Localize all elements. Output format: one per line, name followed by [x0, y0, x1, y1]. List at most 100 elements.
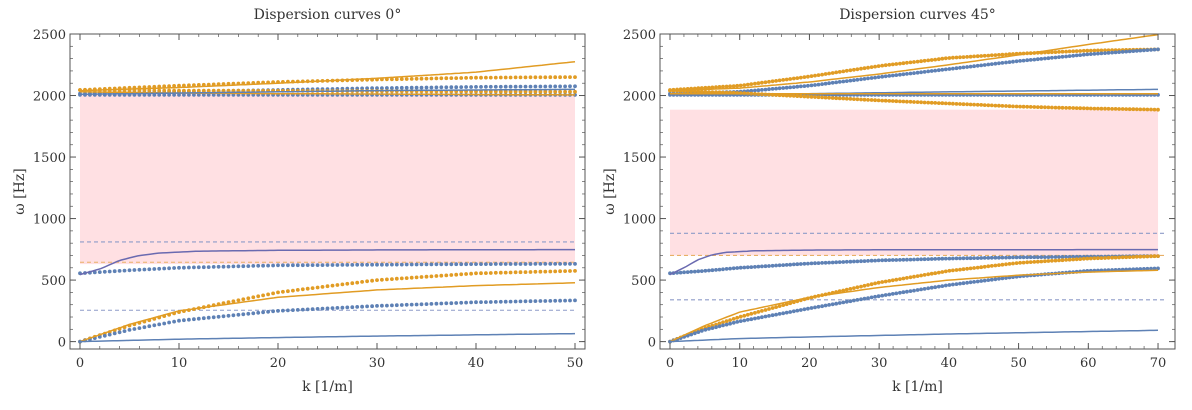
- data-point: [167, 88, 172, 93]
- data-point: [968, 102, 973, 107]
- data-point: [993, 277, 998, 282]
- data-point: [1096, 106, 1100, 111]
- data-point: [236, 264, 241, 269]
- data-point: [424, 262, 429, 267]
- data-point: [112, 331, 117, 336]
- data-point: [852, 286, 856, 290]
- data-point: [1124, 49, 1129, 54]
- data-point: [795, 94, 800, 98]
- data-point: [548, 84, 553, 89]
- data-point: [419, 275, 424, 279]
- data-point: [533, 262, 538, 266]
- data-point: [961, 267, 966, 272]
- data-point: [1156, 107, 1160, 112]
- data-point: [855, 285, 860, 290]
- chart-panel-45deg: 0 10 20 30 40 50 60 70 0 500 1000 1500 2000 2500 Dispe…: [602, 7, 1176, 395]
- data-point: [429, 85, 434, 90]
- data-point: [760, 309, 764, 313]
- data-point: [883, 293, 888, 297]
- data-point: [958, 55, 962, 60]
- data-point: [905, 257, 909, 262]
- data-point: [1096, 48, 1100, 53]
- data-point: [1134, 254, 1139, 259]
- data-point: [503, 89, 508, 94]
- data-point: [1117, 255, 1121, 260]
- data-point: [394, 262, 399, 267]
- data-point: [508, 299, 513, 304]
- data-point: [454, 85, 459, 90]
- data-point: [855, 97, 860, 102]
- data-point: [399, 262, 404, 267]
- data-point: [816, 95, 821, 100]
- data-point: [528, 84, 533, 89]
- data-point: [157, 322, 162, 327]
- data-point: [488, 271, 493, 275]
- data-point: [852, 78, 856, 83]
- data-point: [940, 101, 945, 106]
- data-point: [731, 266, 736, 271]
- data-point: [187, 317, 191, 322]
- data-point: [989, 255, 994, 260]
- series-line-orange-solid-flex: [79, 282, 576, 343]
- data-point: [538, 262, 543, 266]
- data-point: [908, 60, 913, 65]
- data-point: [1053, 55, 1058, 60]
- data-point: [117, 330, 122, 335]
- data-point: [813, 305, 817, 310]
- data-point: [982, 264, 987, 269]
- data-point: [699, 89, 704, 94]
- data-point: [848, 78, 853, 83]
- data-point: [563, 262, 567, 266]
- data-point: [484, 84, 488, 89]
- data-point: [806, 306, 810, 311]
- data-point: [157, 266, 162, 271]
- data-point: [767, 79, 771, 84]
- data-point: [1004, 276, 1008, 280]
- data-point: [798, 84, 803, 89]
- data-point: [484, 271, 488, 275]
- data-point: [1011, 261, 1015, 266]
- data-point: [291, 263, 295, 268]
- data-point: [399, 77, 404, 81]
- data-point: [997, 53, 1001, 57]
- data-point: [518, 89, 523, 94]
- data-point: [827, 260, 831, 265]
- data-point: [276, 309, 280, 313]
- data-point: [1035, 255, 1040, 260]
- plot-area: [668, 34, 1165, 344]
- data-point: [469, 75, 473, 80]
- data-point: [947, 101, 952, 106]
- band-gap-0: [80, 94, 575, 265]
- data-point: [295, 263, 300, 268]
- y-tick-label: 2000: [33, 90, 66, 105]
- data-point: [533, 75, 538, 80]
- data-point: [553, 89, 558, 94]
- data-point: [887, 292, 892, 297]
- data-point: [1043, 259, 1047, 264]
- y-tick-label: 2000: [623, 90, 656, 105]
- data-point: [859, 297, 863, 302]
- data-point: [798, 94, 803, 99]
- data-point: [528, 262, 533, 266]
- data-point: [954, 282, 959, 286]
- data-point: [523, 262, 528, 266]
- data-point: [543, 299, 548, 303]
- data-point: [753, 88, 757, 93]
- data-point: [1145, 266, 1150, 271]
- data-point: [848, 259, 853, 264]
- data-point: [989, 53, 994, 58]
- data-point: [859, 66, 863, 71]
- data-point: [1092, 48, 1097, 53]
- data-point: [286, 308, 290, 313]
- data-point: [806, 74, 810, 79]
- data-point: [724, 84, 729, 89]
- data-point: [951, 55, 955, 60]
- data-point: [866, 283, 870, 287]
- data-point: [1050, 255, 1054, 259]
- data-point: [142, 88, 147, 93]
- data-point: [721, 320, 725, 325]
- data-point: [1004, 255, 1008, 260]
- data-point: [997, 103, 1001, 108]
- data-point: [703, 268, 708, 273]
- data-point: [940, 284, 945, 288]
